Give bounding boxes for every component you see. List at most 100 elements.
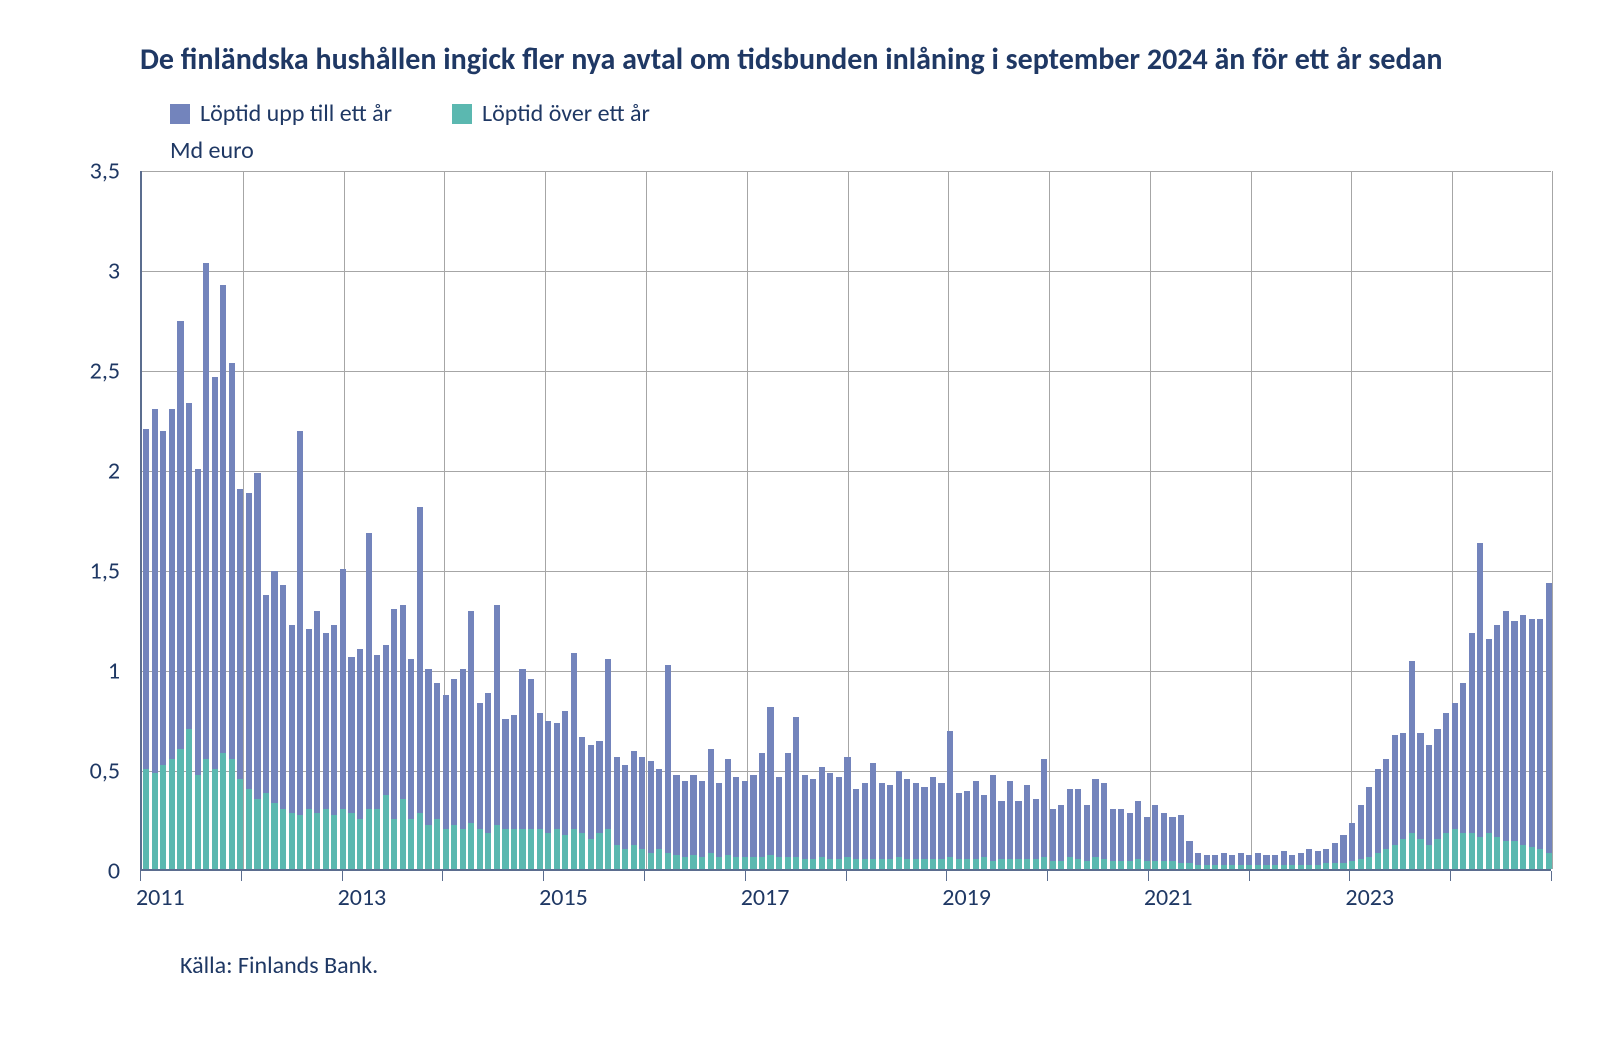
bar [254, 473, 260, 869]
bar [1503, 611, 1509, 869]
bar [1443, 713, 1449, 869]
bar [1349, 823, 1355, 869]
bar [383, 645, 389, 869]
bar [477, 703, 483, 869]
bar [229, 363, 235, 869]
bar [391, 609, 397, 869]
bar [579, 737, 585, 869]
bar [767, 707, 773, 869]
bar [690, 775, 696, 869]
y-axis-unit: Md euro [40, 136, 1571, 165]
bar [1075, 789, 1081, 869]
x-tick-label: 2019 [942, 883, 991, 912]
bar [195, 469, 201, 869]
chart-container: De finländska hushållen ingick fler nya … [40, 40, 1571, 1012]
chart-title: De finländska hushållen ingick fler nya … [40, 40, 1571, 79]
x-tick-label: 2011 [136, 883, 185, 912]
bar [1452, 703, 1458, 869]
bar [605, 659, 611, 869]
bar [340, 569, 346, 869]
bar [1033, 799, 1039, 869]
bar [434, 683, 440, 869]
bar [956, 793, 962, 869]
bar [1195, 853, 1201, 869]
bar [1323, 849, 1329, 869]
bar [682, 781, 688, 869]
bar [468, 611, 474, 869]
bar [904, 779, 910, 869]
bar [1067, 789, 1073, 869]
bar [776, 777, 782, 869]
y-tick-label: 2,5 [90, 357, 120, 386]
bar [1306, 849, 1312, 869]
bar [160, 431, 166, 869]
bar [802, 775, 808, 869]
bar [665, 665, 671, 869]
bar [1186, 841, 1192, 869]
x-tick-label: 2013 [338, 883, 387, 912]
y-tick-label: 0 [108, 857, 120, 886]
bar [1537, 619, 1543, 869]
bar [1546, 583, 1552, 869]
bar [973, 781, 979, 869]
bar [169, 409, 175, 869]
bar [143, 429, 149, 869]
bar [1426, 745, 1432, 869]
bar [331, 625, 337, 869]
bar [1340, 835, 1346, 869]
bar [1272, 855, 1278, 869]
legend-label-over1y: Löptid över ett år [482, 99, 650, 128]
bar [1409, 661, 1415, 869]
bar [1529, 619, 1535, 869]
bar [1383, 759, 1389, 869]
bar [212, 377, 218, 869]
bar [511, 715, 517, 869]
bar [1469, 633, 1475, 869]
bar [408, 659, 414, 869]
bar [366, 533, 372, 869]
bar [938, 783, 944, 869]
bar [1298, 853, 1304, 869]
bar [1400, 733, 1406, 869]
bar [1041, 759, 1047, 869]
bar [1255, 853, 1261, 869]
bar [639, 757, 645, 869]
bar [750, 775, 756, 869]
bar [1238, 853, 1244, 869]
bar [819, 767, 825, 869]
bar [451, 679, 457, 869]
bar [1058, 805, 1064, 869]
bar [716, 783, 722, 869]
x-tick-label: 2023 [1345, 883, 1394, 912]
bar [237, 489, 243, 869]
bar [785, 753, 791, 869]
bar [853, 789, 859, 869]
bar [1281, 851, 1287, 869]
y-tick-label: 2 [108, 457, 120, 486]
bar [502, 719, 508, 869]
legend-item-over1y: Löptid över ett år [452, 99, 650, 128]
bar [990, 775, 996, 869]
bar [742, 781, 748, 869]
bar [1460, 683, 1466, 869]
bar [297, 431, 303, 869]
bar [289, 625, 295, 869]
bar [622, 765, 628, 869]
bar [708, 749, 714, 869]
bar [896, 771, 902, 869]
legend-swatch-upto1y [170, 104, 190, 124]
bar [348, 657, 354, 869]
bar [571, 653, 577, 869]
bar [1434, 729, 1440, 869]
bar [1486, 639, 1492, 869]
bar [964, 791, 970, 869]
legend-label-upto1y: Löptid upp till ett år [200, 99, 392, 128]
bar [537, 713, 543, 869]
x-tick-label: 2017 [741, 883, 790, 912]
bar [1332, 843, 1338, 869]
bar [306, 629, 312, 869]
bar [1169, 817, 1175, 869]
y-axis: 00,511,522,533,5 [40, 171, 130, 871]
legend-swatch-over1y [452, 104, 472, 124]
y-tick-label: 3,5 [90, 157, 120, 186]
